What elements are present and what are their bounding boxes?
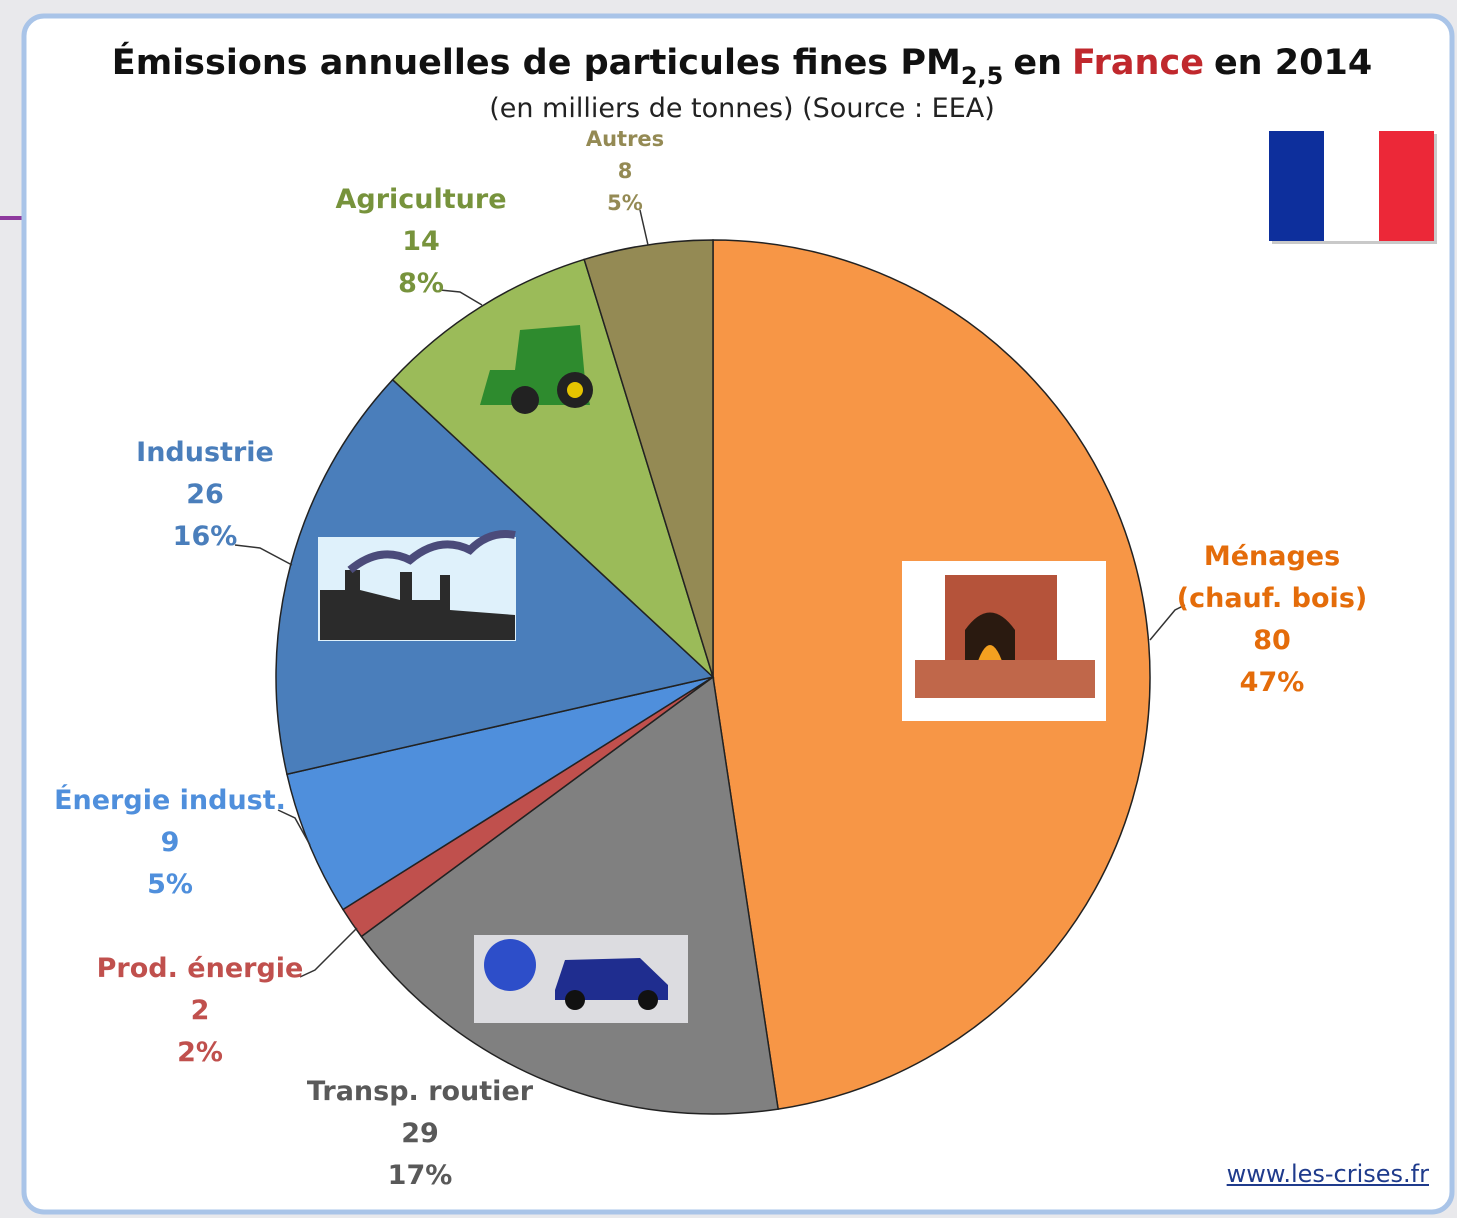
value-label: 9: [54, 822, 286, 864]
value-label: 14: [335, 221, 506, 263]
category-label: Énergie indust.: [54, 780, 286, 822]
value-label: 80: [1172, 620, 1372, 662]
category-label: Prod. énergie: [97, 948, 304, 990]
value-label: 2: [97, 990, 304, 1032]
percent-label: 2%: [97, 1032, 304, 1074]
title-highlight: France: [1072, 43, 1204, 83]
deco-line: [0, 216, 22, 220]
title-subscript: 2,5: [961, 62, 1004, 90]
percent-label: 8%: [335, 263, 506, 305]
percent-label: 47%: [1172, 662, 1372, 704]
percent-label: 16%: [136, 516, 274, 558]
percent-label: 5%: [54, 864, 286, 906]
title-text: Émissions annuelles de particules fines …: [112, 41, 961, 83]
chart-subtitle: (en milliers de tonnes) (Source : EEA): [489, 93, 995, 124]
value-label: 8: [586, 155, 664, 187]
chart-title: Émissions annuelles de particules fines …: [112, 41, 1372, 90]
percent-label: 17%: [307, 1155, 533, 1197]
category-label: Agriculture: [335, 179, 506, 221]
percent-label: 5%: [586, 187, 664, 219]
category-label: Ménages (chauf. bois): [1172, 536, 1372, 620]
flag: [1269, 131, 1437, 244]
category-label: Transp. routier: [307, 1071, 533, 1113]
category-label: Industrie: [136, 432, 274, 474]
footer-link[interactable]: www.les-crises.fr: [1227, 1160, 1429, 1188]
page: Émissions annuelles de particules fines …: [0, 0, 1457, 1218]
title-text: en 2014: [1214, 43, 1372, 83]
title-text: en: [1013, 43, 1062, 83]
category-label: Autres: [586, 123, 664, 155]
value-label: 29: [307, 1113, 533, 1155]
value-label: 26: [136, 474, 274, 516]
